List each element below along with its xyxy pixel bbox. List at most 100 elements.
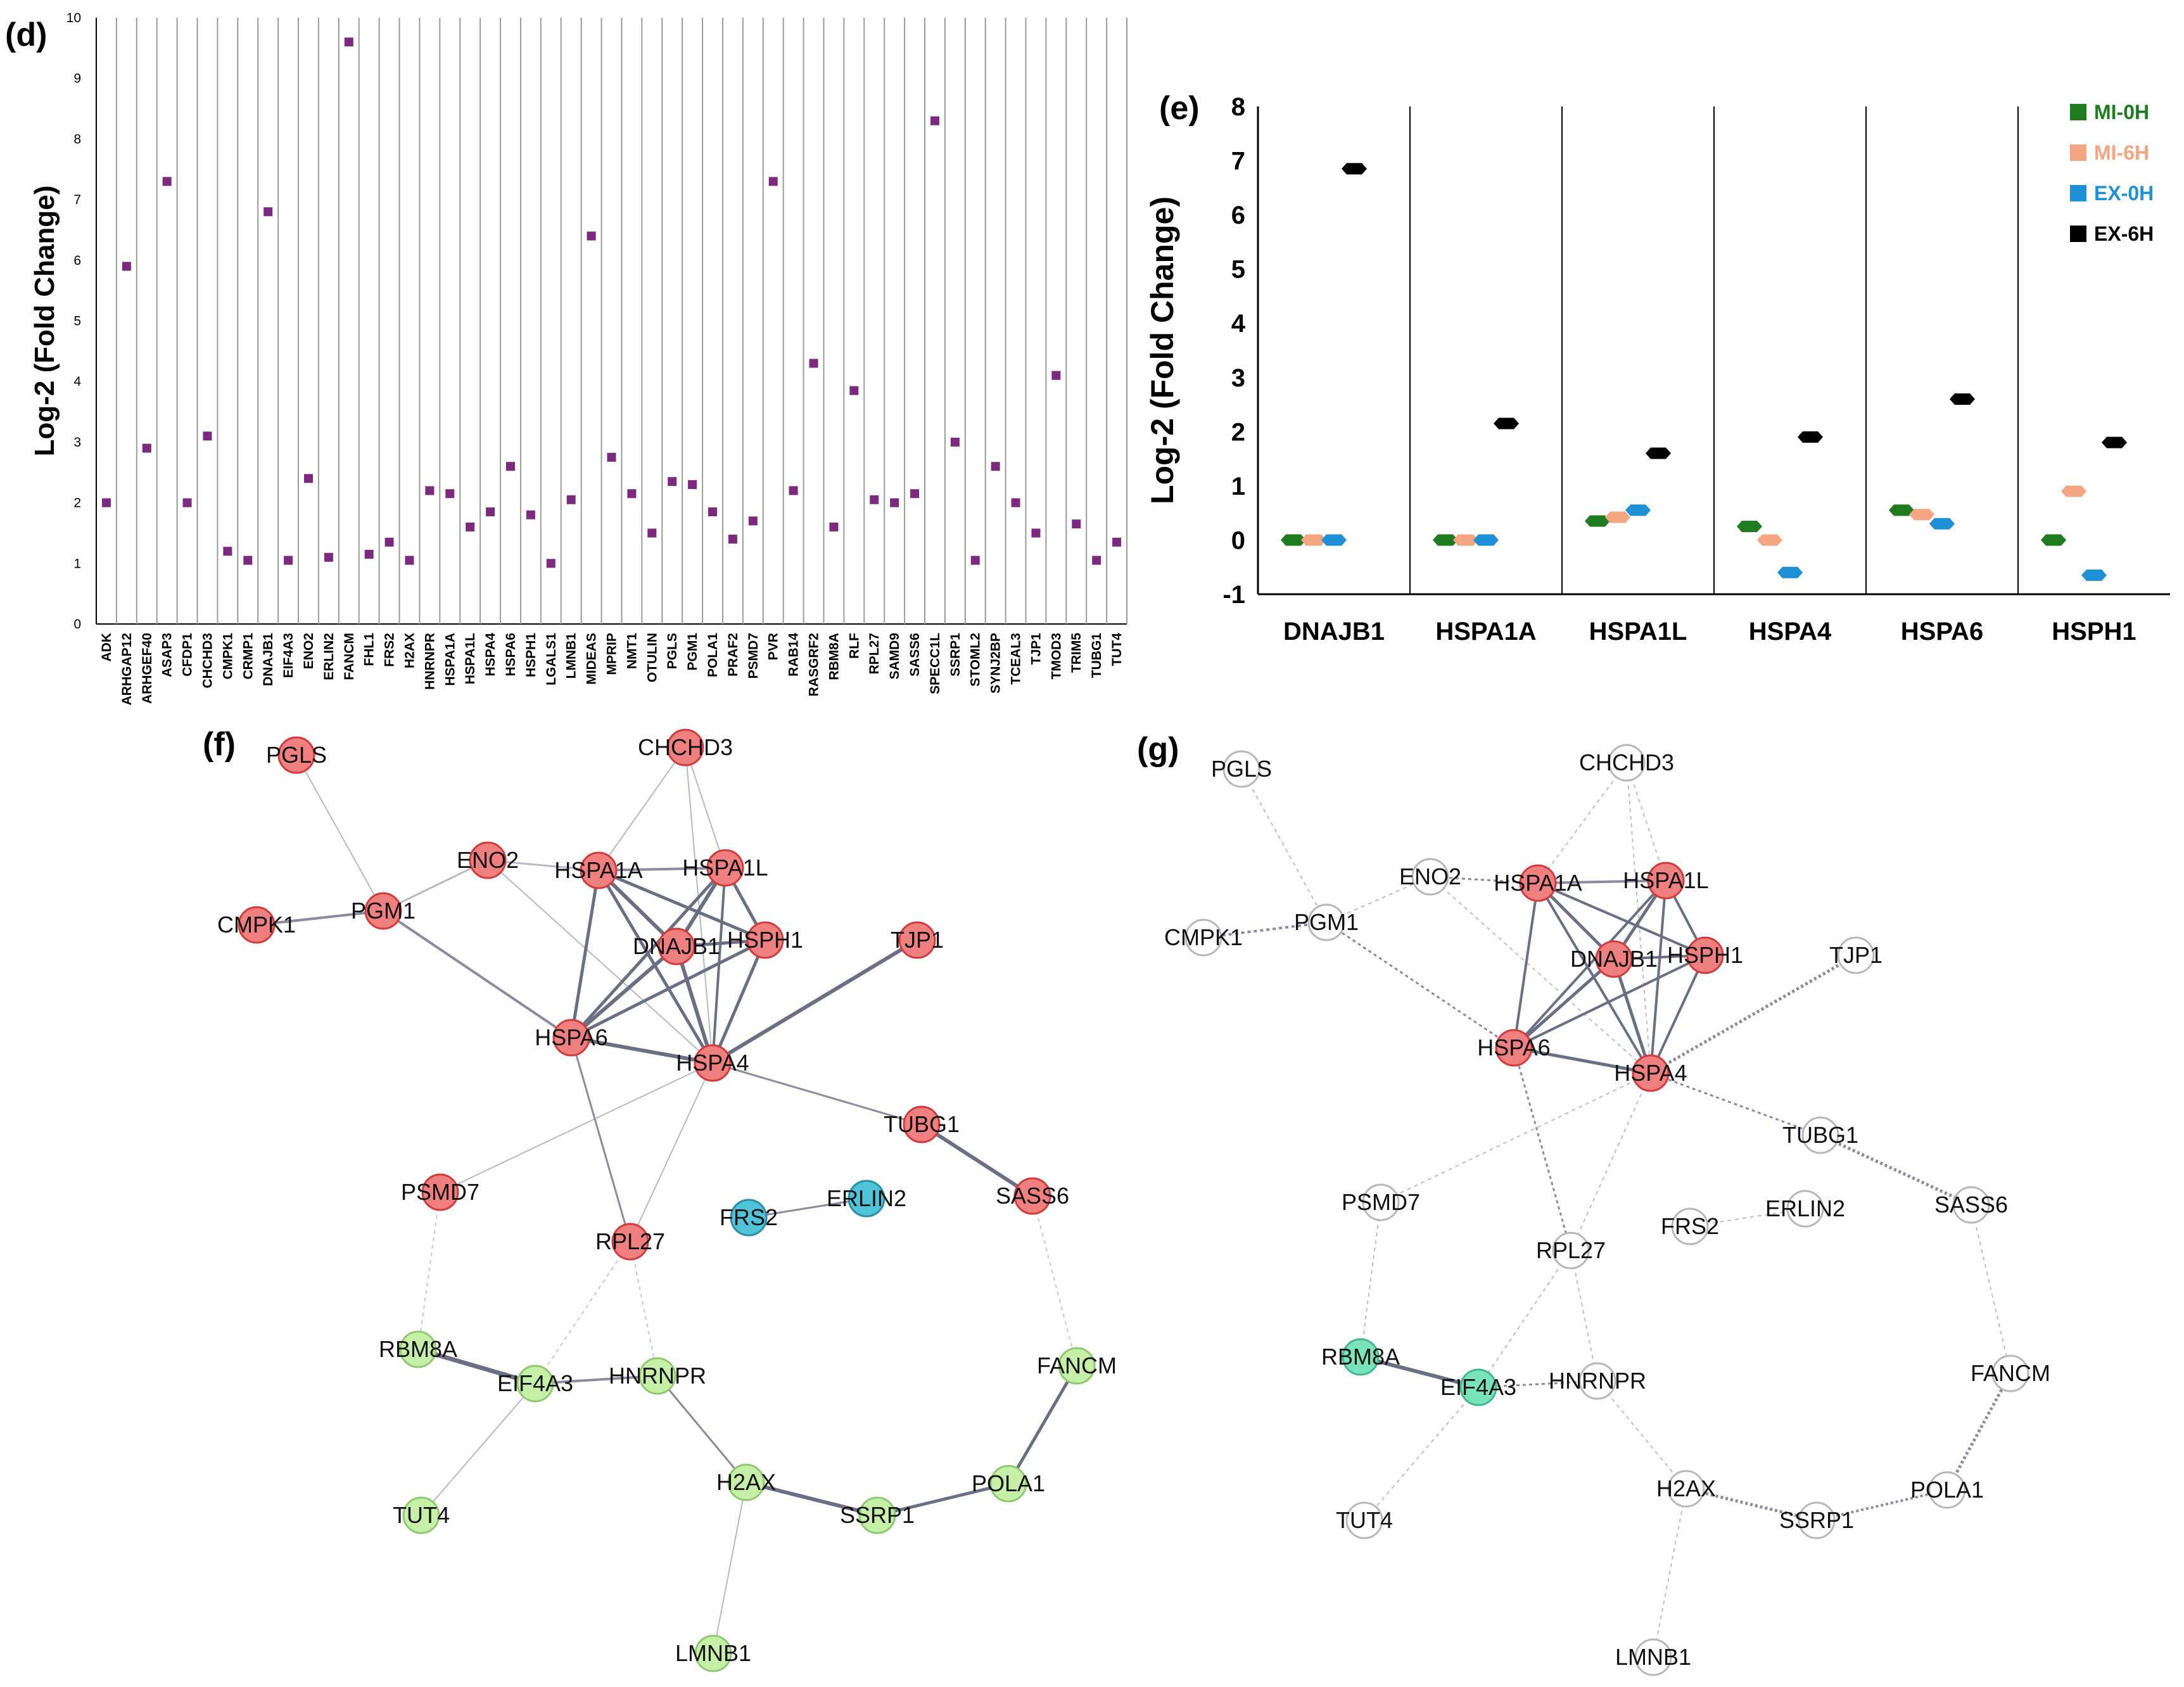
node-label-pgls: PGLS: [266, 742, 327, 768]
edge-pgm1-eno2: [383, 859, 488, 912]
edge-cmpk1-pgm1: [1203, 921, 1327, 939]
node-psmd7: [421, 1173, 459, 1211]
x-tick-label: HSPA4: [483, 633, 498, 677]
node-eno2: [1411, 858, 1449, 896]
edge-rbm8a-eif4a3: [1360, 1355, 1479, 1389]
node-chchd3: [1608, 744, 1646, 782]
y-tick-label: 7: [1231, 148, 1245, 175]
node-hnrnpr: [638, 1357, 676, 1395]
edge-tjp1-hspa4: [711, 938, 918, 1065]
x-tick-label: SSRP1: [948, 633, 963, 677]
node-rpl27: [611, 1223, 649, 1261]
node-label-tut4: TUT4: [1336, 1507, 1393, 1533]
x-tick-label: CRMP1: [241, 633, 255, 680]
y-tick-label: 4: [1231, 310, 1246, 338]
data-point-mi-0h: [1737, 521, 1762, 533]
node-frs2: [730, 1199, 768, 1237]
x-tick-label: CHCHD3: [200, 633, 215, 689]
data-point: [526, 510, 535, 519]
node-dnajb1: [1595, 940, 1633, 978]
edge-eif4a3-tut4: [1364, 1387, 1479, 1521]
node-label-rbm8a: RBM8A: [379, 1336, 457, 1362]
data-point: [505, 462, 515, 471]
data-point: [344, 37, 353, 47]
panel-label-e: (e): [1159, 90, 1200, 127]
edge-h2ax-lmnb1: [1653, 1488, 1687, 1658]
node-fancm: [1058, 1347, 1096, 1385]
x-tick-label: RPL27: [867, 633, 882, 674]
edge-chchd3-hspa1a: [598, 747, 686, 871]
node-h2ax: [1667, 1470, 1705, 1508]
node-pgls: [1222, 750, 1260, 788]
x-tick-label: STOML2: [968, 633, 983, 687]
node-cmpk1: [238, 906, 276, 944]
data-point: [566, 495, 576, 504]
x-tick-label: H2AX: [402, 633, 417, 668]
x-tick-label: TUT4: [1110, 633, 1124, 666]
node-label-hsph1: HSPH1: [1667, 942, 1743, 968]
data-point: [284, 556, 293, 565]
x-tick-label: RAB14: [787, 633, 801, 677]
node-label-hspa4: HSPA4: [676, 1050, 749, 1076]
x-tick-label: TUBG1: [1089, 633, 1104, 678]
node-eif4a3: [516, 1365, 554, 1403]
x-tick-label: FRS2: [383, 633, 397, 667]
y-tick-label: 2: [1231, 418, 1245, 446]
edge-hnrnpr-h2ax: [656, 1375, 747, 1483]
data-point: [910, 489, 920, 499]
edge-hspa4-rpl27: [630, 1062, 713, 1242]
edge-hspa4-psmd7: [1380, 1073, 1651, 1203]
data-point: [405, 556, 414, 565]
edge-hspa6-rpl27: [570, 1037, 632, 1242]
data-point: [728, 535, 737, 544]
data-point: [466, 522, 475, 532]
node-pgm1: [1307, 903, 1345, 941]
y-tick-label: 4: [73, 374, 81, 389]
x-tick-label: LMNB1: [564, 633, 579, 679]
data-point-ex-6h: [1646, 447, 1671, 459]
x-tick-label: MIDEAS: [585, 633, 599, 685]
x-tick-label: CFDP1: [181, 633, 195, 677]
edge-psmd7-rbm8a: [1360, 1202, 1381, 1358]
edge-hspa1a-hspa6: [1513, 882, 1539, 1048]
data-point-mi-6h: [2061, 485, 2086, 497]
node-label-h2ax: H2AX: [716, 1469, 776, 1495]
node-label-tubg1: TUBG1: [1782, 1122, 1858, 1148]
data-point: [445, 489, 455, 499]
x-tick-label: HSPH1: [524, 633, 538, 677]
node-label-eno2: ENO2: [457, 847, 519, 873]
edge-hsph1-hspa4: [711, 939, 767, 1064]
node-fancm: [1991, 1354, 2029, 1392]
x-tick-label: HSPA6: [504, 633, 518, 676]
edge-eif4a3-tut4: [421, 1383, 536, 1516]
y-tick-label: 2: [73, 496, 81, 511]
node-rbm8a: [1342, 1338, 1380, 1376]
edge-chchd3-hspa1l: [1626, 762, 1667, 881]
edge-rpl27-hnrnpr: [1570, 1250, 1598, 1382]
edge-hspa1l-hspa4: [711, 867, 727, 1064]
data-point-mi-6h: [1605, 511, 1630, 523]
node-tjp1: [1837, 936, 1875, 974]
edge-h2ax-ssrp1: [1686, 1487, 1817, 1522]
data-point: [364, 549, 374, 559]
edge-tjp1-hspa4: [1649, 953, 1857, 1075]
data-point-mi-0h: [1889, 504, 1914, 516]
edge-psmd7-rbm8a: [417, 1192, 441, 1350]
x-tick-label: HSPA1L: [463, 633, 478, 684]
node-label-tjp1: TJP1: [1829, 942, 1882, 968]
node-rbm8a: [399, 1330, 437, 1368]
edge-hspa4-rpl27: [1570, 1073, 1651, 1251]
data-point: [587, 231, 596, 241]
node-label-rpl27: RPL27: [1536, 1237, 1606, 1263]
data-point: [970, 556, 980, 565]
y-tick-label: 9: [73, 72, 81, 86]
data-point: [243, 556, 253, 565]
edge-eif4a3-hnrnpr: [1478, 1380, 1598, 1389]
data-point: [950, 437, 960, 447]
data-point: [870, 495, 879, 504]
data-point: [1051, 371, 1061, 380]
x-tick-label: NMT1: [625, 633, 639, 669]
data-point: [1011, 498, 1020, 507]
data-point: [627, 489, 637, 499]
